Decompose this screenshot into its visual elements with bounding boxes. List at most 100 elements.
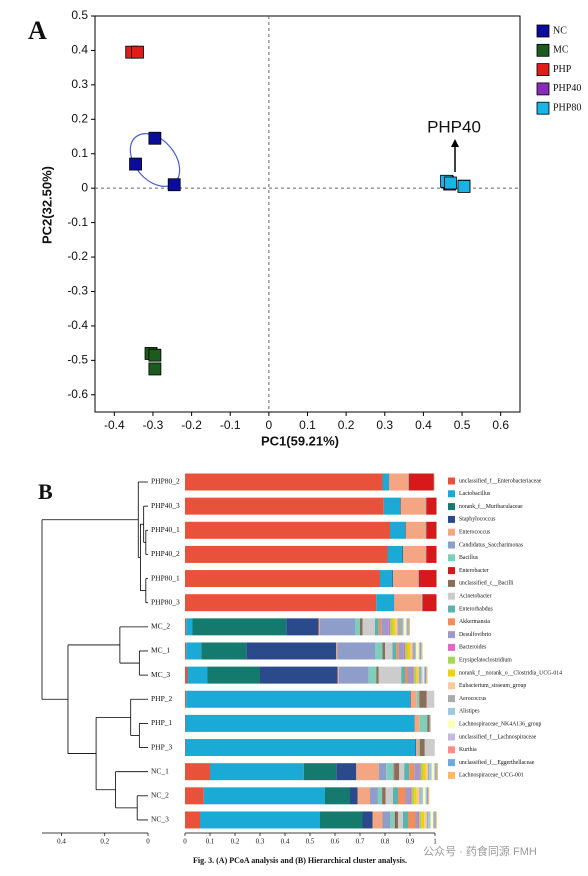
y-axis-label: PC2(32.50%) <box>39 166 54 244</box>
bar-segment <box>381 618 389 636</box>
bar-segment <box>434 763 436 781</box>
bar-segment <box>185 473 383 491</box>
dendrogram-tick-label: 0 <box>146 838 150 846</box>
bar-segment <box>414 763 420 781</box>
bar-segment <box>362 618 375 636</box>
bar-segment <box>428 811 431 829</box>
bar-segment <box>370 787 378 805</box>
bar-segment <box>185 690 187 708</box>
bar-segment <box>407 618 409 636</box>
bar-segment <box>390 618 393 636</box>
bar-segment <box>375 618 379 636</box>
bar-segment <box>185 714 415 732</box>
bar-segment <box>388 473 390 491</box>
bar-segment <box>406 618 408 636</box>
bar-segment <box>320 618 355 636</box>
legend-swatch <box>536 82 550 96</box>
y-tick-label: 0.3 <box>71 77 88 91</box>
point <box>167 178 181 192</box>
bar-segment <box>380 570 393 588</box>
x-tick-label: -0.2 <box>181 418 202 432</box>
legend-label: Enterorhabdus <box>459 606 494 612</box>
bar-segment <box>402 545 403 563</box>
bar-segment <box>436 545 437 563</box>
legend-label: Kurthia <box>459 747 477 753</box>
sample-label: MC_3 <box>151 670 170 679</box>
bar-segment <box>405 787 411 805</box>
bar-segment <box>185 594 377 612</box>
bar-segment <box>421 642 423 660</box>
bar-segment <box>402 618 404 636</box>
bar-segment <box>397 618 403 636</box>
legend-swatch <box>448 515 455 523</box>
sample-label: NC_1 <box>151 766 169 775</box>
bar-segment <box>185 497 384 515</box>
bar-segment <box>426 690 435 708</box>
bar-segment <box>362 811 373 829</box>
bar-segment <box>418 570 419 588</box>
bar-segment <box>398 811 403 829</box>
legend-swatch <box>448 759 455 767</box>
bar-segment <box>416 739 419 757</box>
bar-segment <box>420 763 423 781</box>
caption: Fig. 3. (A) PCoA analysis and (B) Hierar… <box>193 856 407 865</box>
bar-segment <box>433 473 435 491</box>
legend-label: Aerococcus <box>459 696 487 702</box>
bar-segment <box>418 570 437 588</box>
x-tick-label: 1 <box>433 838 437 846</box>
bar-segment <box>382 787 383 805</box>
bar-segment <box>390 811 395 829</box>
y-tick-label: 0.5 <box>71 8 88 22</box>
bar-segment <box>414 714 420 732</box>
x-tick-label: 0.2 <box>338 418 355 432</box>
bar-segment <box>394 763 400 781</box>
bar-segment <box>400 497 426 515</box>
bar-segment <box>395 811 398 829</box>
sample-label: NC_3 <box>151 815 169 824</box>
bar-segment <box>401 666 405 684</box>
bar-segment <box>383 787 386 805</box>
x-tick-label: -0.4 <box>104 418 125 432</box>
x-tick-label: 0.6 <box>331 838 340 846</box>
legend-swatch <box>448 490 455 498</box>
legend-swatch <box>448 656 455 664</box>
x-tick-label: 0.5 <box>454 418 471 432</box>
bar-segment <box>408 473 409 491</box>
bar-segment <box>410 690 411 708</box>
bar-segment <box>398 787 406 805</box>
bar-segment <box>423 666 425 684</box>
bar-segment <box>376 594 394 612</box>
legend-label: Enterobacter <box>459 568 489 574</box>
legend-label: Erysipelatoclostridium <box>459 658 512 664</box>
bar-segment <box>418 642 420 660</box>
sample-label: PHP_2 <box>151 694 173 703</box>
panel-label: A <box>28 16 47 45</box>
bar-segment <box>186 690 410 708</box>
bar-segment <box>387 545 403 563</box>
legend-swatch <box>448 618 455 626</box>
legend-label: Desulfovibrio <box>459 631 491 638</box>
x-tick-label: 0.3 <box>256 838 265 846</box>
bar-segment <box>404 763 410 781</box>
bar-segment <box>394 594 422 612</box>
bar-segment <box>395 811 396 829</box>
bar-segment <box>405 666 408 684</box>
sample-label: PHP_1 <box>151 718 173 727</box>
bar-segment <box>414 787 417 805</box>
bar-segment <box>203 787 325 805</box>
y-tick-label: 0.2 <box>71 111 88 125</box>
bar-segment <box>423 787 426 805</box>
bar-segment <box>426 521 437 539</box>
bar-segment <box>416 642 419 660</box>
bar-segment <box>393 763 395 781</box>
bar-segment <box>356 763 379 781</box>
bar-segment <box>416 666 418 684</box>
bar-segment <box>337 642 375 660</box>
bar-segment <box>419 739 425 757</box>
legend-swatch <box>448 554 455 562</box>
bar-segment <box>418 739 420 757</box>
bar-segment <box>419 714 428 732</box>
bar-segment <box>419 811 422 829</box>
arrow-head <box>451 139 459 147</box>
bar-segment <box>422 666 424 684</box>
